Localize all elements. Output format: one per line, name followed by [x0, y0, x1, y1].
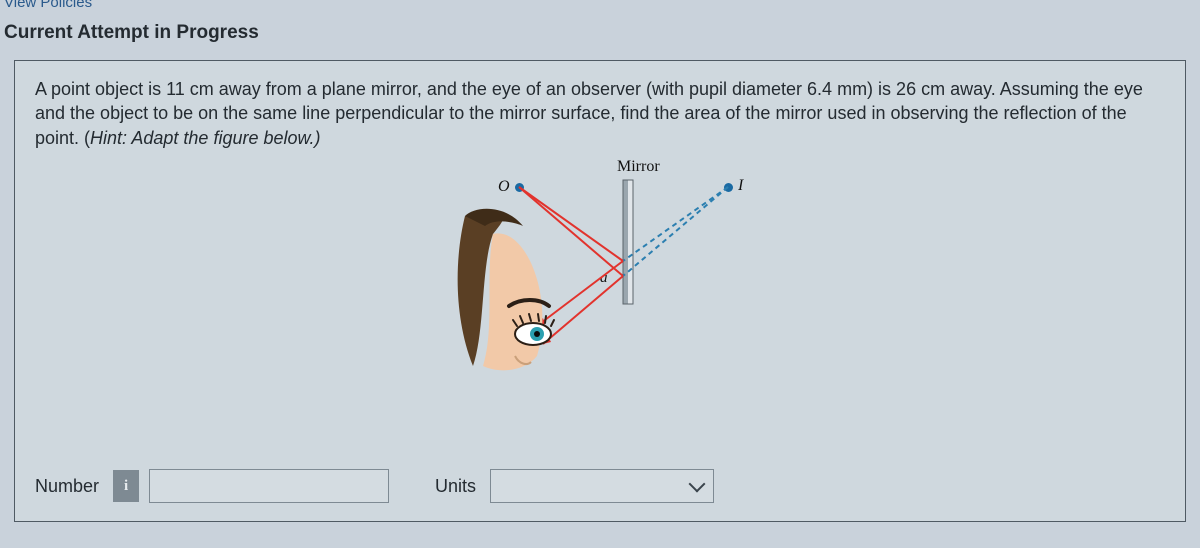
question-panel: A point object is 11 cm away from a plan…: [14, 60, 1186, 522]
mirror-right-icon: [628, 180, 633, 304]
incident-ray-top-icon: [519, 187, 623, 261]
virtual-ray-top-icon: [623, 187, 728, 261]
info-button[interactable]: i: [113, 470, 139, 502]
mirror-left-icon: [623, 180, 628, 304]
question-text: A point object is 11 cm away from a plan…: [35, 77, 1155, 150]
hint-text: Adapt the figure below.): [127, 128, 320, 148]
hint-label: Hint:: [90, 128, 127, 148]
answer-row: Number i Units: [35, 469, 714, 503]
observer-face-icon: [458, 209, 554, 371]
reflected-ray-bottom-icon: [543, 276, 623, 344]
attempt-heading: Current Attempt in Progress: [0, 10, 1200, 52]
figure-svg: [445, 156, 755, 386]
incident-ray-bottom-icon: [519, 187, 623, 276]
number-label: Number: [35, 476, 99, 497]
figure-container: Mirror O I a: [35, 156, 1165, 386]
virtual-ray-bottom-icon: [623, 187, 728, 276]
number-input[interactable]: [149, 469, 389, 503]
reflected-ray-top-icon: [537, 261, 623, 326]
view-policies-link[interactable]: View Policies: [0, 0, 1200, 10]
units-select[interactable]: [490, 469, 714, 503]
page-root: View Policies Current Attempt in Progres…: [0, 0, 1200, 548]
chevron-down-icon: [689, 476, 706, 493]
units-label: Units: [435, 476, 476, 497]
optics-figure: Mirror O I a: [445, 156, 755, 386]
